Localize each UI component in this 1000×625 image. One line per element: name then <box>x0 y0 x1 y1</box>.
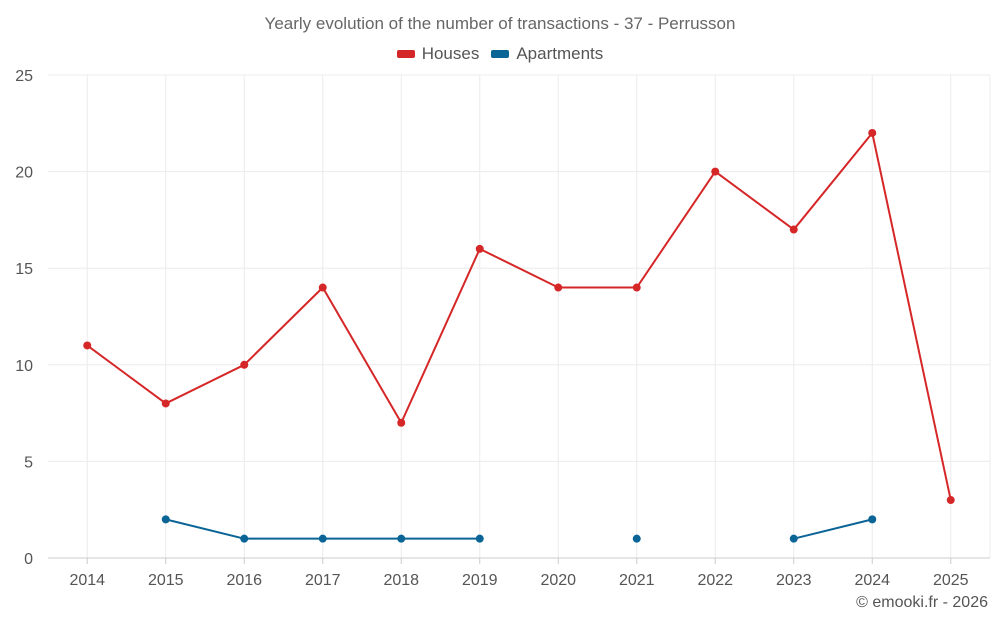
legend-label-apartments: Apartments <box>516 44 604 63</box>
data-point-houses <box>632 283 641 292</box>
x-tick-label: 2017 <box>305 572 341 589</box>
data-point-houses <box>789 225 798 234</box>
x-tick-label: 2025 <box>933 572 969 589</box>
y-tick-label: 25 <box>15 68 33 85</box>
series-line-apartments <box>793 518 873 540</box>
data-point-houses <box>83 341 92 350</box>
series-houses <box>83 128 955 505</box>
data-point-apartments <box>789 534 798 543</box>
y-tick-label: 15 <box>15 261 33 278</box>
data-point-houses <box>946 496 955 505</box>
legend-swatch-apartments <box>491 50 510 58</box>
x-tick-label: 2022 <box>697 572 733 589</box>
chart-title: Yearly evolution of the number of transa… <box>264 14 736 33</box>
data-point-apartments <box>475 534 484 543</box>
x-tick-label: 2021 <box>619 572 655 589</box>
x-tick-label: 2016 <box>226 572 262 589</box>
x-tick-label: 2019 <box>462 572 498 589</box>
data-point-houses <box>554 283 563 292</box>
data-point-apartments <box>161 515 170 524</box>
grid <box>48 74 991 558</box>
data-point-apartments <box>397 534 406 543</box>
legend-swatch-houses <box>396 50 415 58</box>
legend-item-apartments[interactable]: Apartments <box>491 44 603 64</box>
data-point-houses <box>318 283 327 292</box>
data-point-apartments <box>318 534 327 543</box>
data-point-houses <box>711 167 720 176</box>
data-point-apartments <box>868 515 877 524</box>
data-point-apartments <box>240 534 249 543</box>
y-tick-label: 10 <box>15 358 33 375</box>
series-line-houses <box>86 131 952 501</box>
data-point-houses <box>240 360 249 369</box>
y-tick-label: 20 <box>15 165 33 182</box>
legend-label-houses: Houses <box>421 44 480 63</box>
data-point-houses <box>475 244 484 253</box>
axes <box>48 557 990 564</box>
y-tick-label: 5 <box>24 454 33 471</box>
x-tick-label: 2020 <box>540 572 576 589</box>
data-point-apartments <box>632 534 641 543</box>
x-tick-label: 2014 <box>69 572 105 589</box>
data-point-houses <box>161 399 170 408</box>
data-point-houses <box>397 418 406 427</box>
x-tick-label: 2024 <box>854 572 890 589</box>
legend-item-houses[interactable]: Houses <box>396 44 480 64</box>
series-layer <box>83 128 955 543</box>
legend: Houses Apartments <box>0 44 1000 64</box>
y-tick-label: 0 <box>24 551 33 568</box>
x-tick-label: 2023 <box>776 572 812 589</box>
data-point-houses <box>868 128 877 137</box>
x-tick-label: 2018 <box>383 572 419 589</box>
x-tick-label: 2015 <box>148 572 184 589</box>
credit: © emooki.fr - 2026 <box>856 594 988 611</box>
series-apartments <box>161 515 877 543</box>
